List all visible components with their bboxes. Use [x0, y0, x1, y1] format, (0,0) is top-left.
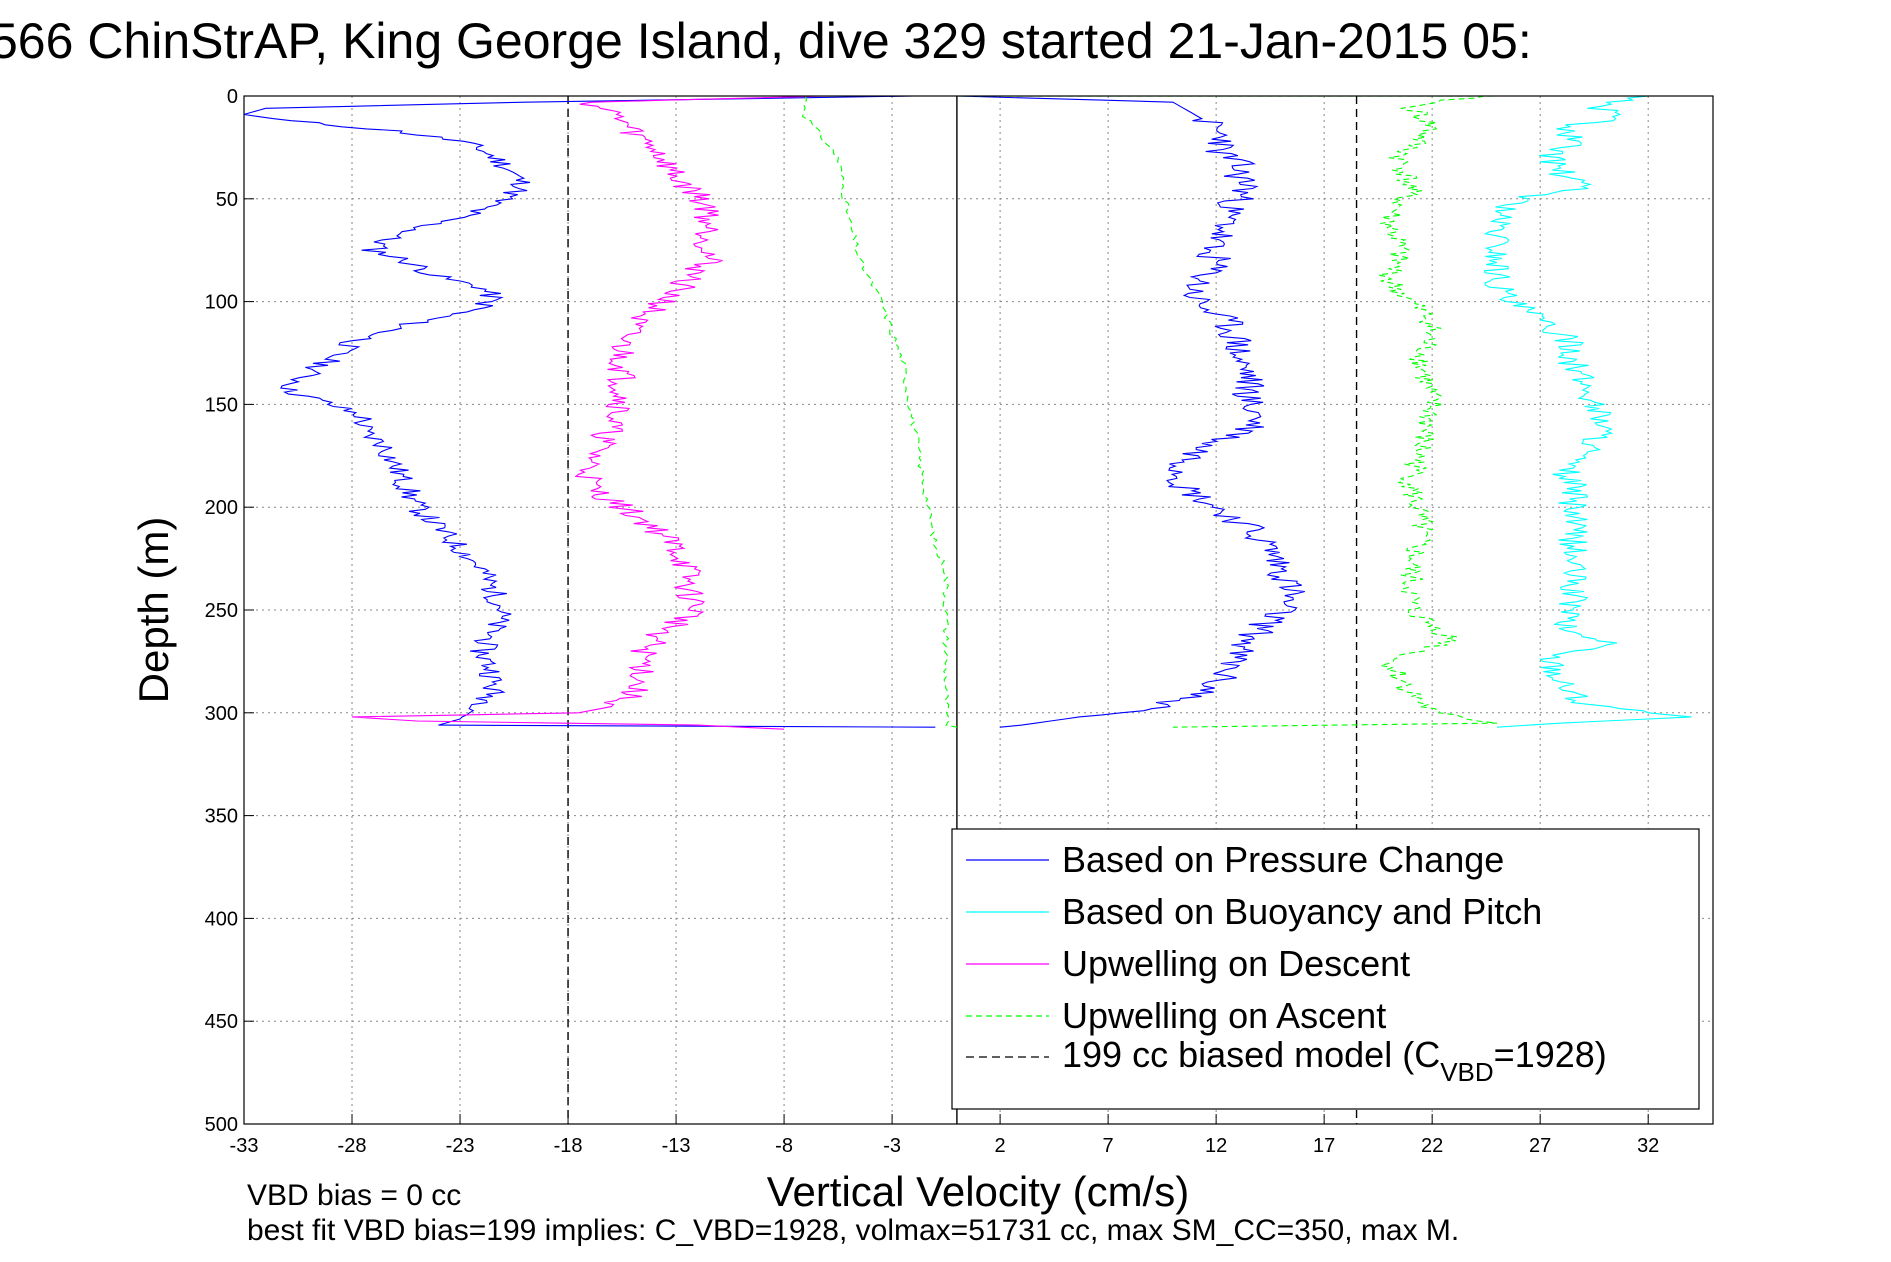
- y-axis-ticks: 0 50 100 150 200 250 300 350 400 450 500: [205, 86, 254, 1136]
- y-tick-label: 150: [205, 394, 238, 416]
- y-tick-label: 200: [205, 497, 238, 519]
- y-tick-label: 350: [205, 806, 238, 828]
- x-tick-label: -18: [554, 1135, 583, 1157]
- y-tick-label: 0: [227, 86, 238, 108]
- x-tick-label: -33: [230, 1135, 259, 1157]
- x-tick-label: -23: [446, 1135, 475, 1157]
- x-axis-label: Vertical Velocity (cm/s): [767, 1168, 1189, 1215]
- series-line-upwelling-on-descent: [351, 96, 828, 730]
- x-tick-label: 32: [1637, 1135, 1659, 1157]
- series-line-upwelling-on-ascent-left: [801, 96, 958, 728]
- x-tick-label: 17: [1313, 1135, 1335, 1157]
- footer-line-2: best fit VBD bias=199 implies: C_VBD=192…: [247, 1214, 1459, 1247]
- x-tick-label: 22: [1421, 1135, 1443, 1157]
- legend-label: Upwelling on Ascent: [1062, 995, 1386, 1036]
- legend-label: Based on Pressure Change: [1062, 839, 1504, 880]
- legend-box: [951, 828, 1700, 1110]
- x-tick-label: -28: [338, 1135, 367, 1157]
- y-tick-label: 300: [205, 703, 238, 725]
- x-tick-label: 12: [1205, 1135, 1227, 1157]
- series-line-based-on-pressure-change-ascent: [956, 96, 1305, 728]
- x-tick-label: 7: [1103, 1135, 1114, 1157]
- x-tick-label: -13: [662, 1135, 691, 1157]
- y-tick-label: 450: [205, 1011, 238, 1033]
- series-line-upwelling-on-ascent-right: [1172, 96, 1498, 728]
- legend-label: 199 cc biased model (CVBD=1928): [1062, 1034, 1607, 1087]
- series-line-based-on-pressure-change-descent: [244, 96, 936, 728]
- y-tick-label: 100: [205, 292, 238, 314]
- y-axis-label: Depth (m): [130, 517, 177, 704]
- x-tick-label: -3: [883, 1135, 901, 1157]
- x-tick-label: -8: [775, 1135, 793, 1157]
- x-axis-ticks: -33 -28 -23 -18 -13 -8 -3 2 7 12 17 22 27 32: [230, 1114, 1659, 1157]
- y-tick-label: 400: [205, 908, 238, 930]
- y-tick-label: 250: [205, 600, 238, 622]
- legend-label: Upwelling on Descent: [1062, 943, 1410, 984]
- series-line-based-on-buoyancy-and-pitch: [1483, 96, 1692, 728]
- footer-line-1: VBD bias = 0 cc: [247, 1179, 461, 1212]
- chart-title: 566 ChinStrAP, King George Island, dive …: [0, 13, 1532, 69]
- y-tick-label: 50: [216, 189, 238, 211]
- x-tick-label: 2: [995, 1135, 1006, 1157]
- legend-label: Based on Buoyancy and Pitch: [1062, 891, 1542, 932]
- y-tick-label: 500: [205, 1114, 238, 1136]
- x-tick-label: 27: [1529, 1135, 1551, 1157]
- legend: Based on Pressure Change Based on Buoyanc…: [951, 828, 1700, 1110]
- series-layer: [244, 96, 1692, 1124]
